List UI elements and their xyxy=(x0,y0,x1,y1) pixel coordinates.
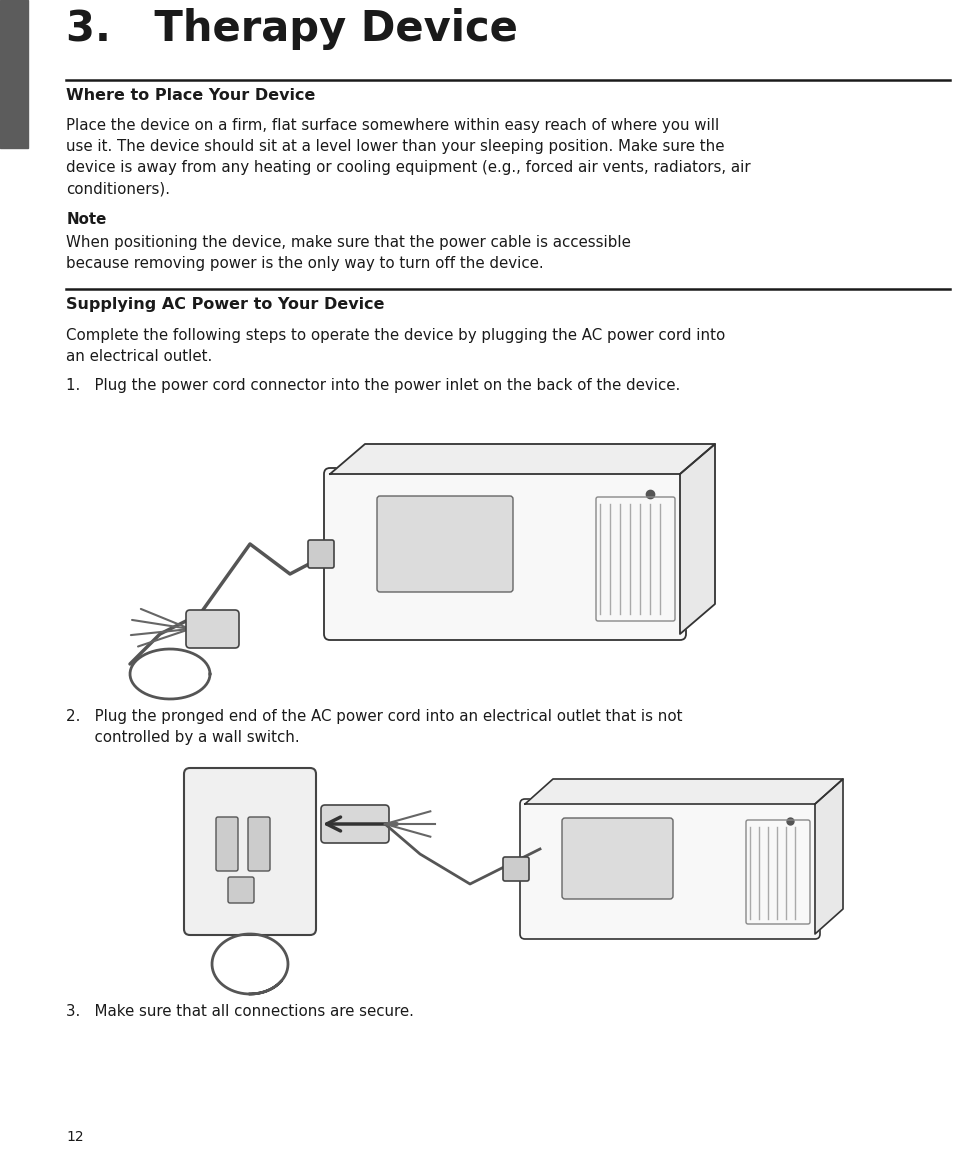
Text: conditioners).: conditioners). xyxy=(66,182,170,196)
FancyBboxPatch shape xyxy=(228,877,254,903)
Text: device is away from any heating or cooling equipment (e.g., forced air vents, ra: device is away from any heating or cooli… xyxy=(66,160,751,175)
Polygon shape xyxy=(815,779,843,934)
FancyBboxPatch shape xyxy=(324,468,686,640)
Text: Supplying AC Power to Your Device: Supplying AC Power to Your Device xyxy=(66,296,384,313)
Text: an electrical outlet.: an electrical outlet. xyxy=(66,349,212,364)
Text: 3.   Therapy Device: 3. Therapy Device xyxy=(66,8,518,51)
FancyBboxPatch shape xyxy=(562,818,673,899)
FancyBboxPatch shape xyxy=(186,610,239,648)
FancyBboxPatch shape xyxy=(520,799,820,939)
Text: When positioning the device, make sure that the power cable is accessible: When positioning the device, make sure t… xyxy=(66,236,631,250)
Text: Place the device on a firm, flat surface somewhere within easy reach of where yo: Place the device on a firm, flat surface… xyxy=(66,118,719,133)
Text: 3.   Make sure that all connections are secure.: 3. Make sure that all connections are se… xyxy=(66,1004,414,1019)
Text: controlled by a wall switch.: controlled by a wall switch. xyxy=(66,730,300,745)
FancyBboxPatch shape xyxy=(248,817,270,871)
Text: use it. The device should sit at a level lower than your sleeping position. Make: use it. The device should sit at a level… xyxy=(66,139,725,154)
Bar xyxy=(0,0,28,148)
Polygon shape xyxy=(525,779,843,804)
FancyBboxPatch shape xyxy=(216,817,238,871)
FancyBboxPatch shape xyxy=(184,768,316,935)
Text: Complete the following steps to operate the device by plugging the AC power cord: Complete the following steps to operate … xyxy=(66,327,726,344)
FancyBboxPatch shape xyxy=(377,496,513,592)
Text: 2.   Plug the pronged end of the AC power cord into an electrical outlet that is: 2. Plug the pronged end of the AC power … xyxy=(66,709,683,724)
Text: Note: Note xyxy=(66,213,106,228)
FancyBboxPatch shape xyxy=(308,540,334,568)
Text: 1.   Plug the power cord connector into the power inlet on the back of the devic: 1. Plug the power cord connector into th… xyxy=(66,378,680,393)
Polygon shape xyxy=(330,444,715,475)
Polygon shape xyxy=(680,444,715,634)
Text: because removing power is the only way to turn off the device.: because removing power is the only way t… xyxy=(66,256,544,271)
FancyBboxPatch shape xyxy=(321,805,389,843)
Text: Where to Place Your Device: Where to Place Your Device xyxy=(66,88,315,103)
Text: 12: 12 xyxy=(66,1129,84,1144)
FancyBboxPatch shape xyxy=(503,857,529,881)
